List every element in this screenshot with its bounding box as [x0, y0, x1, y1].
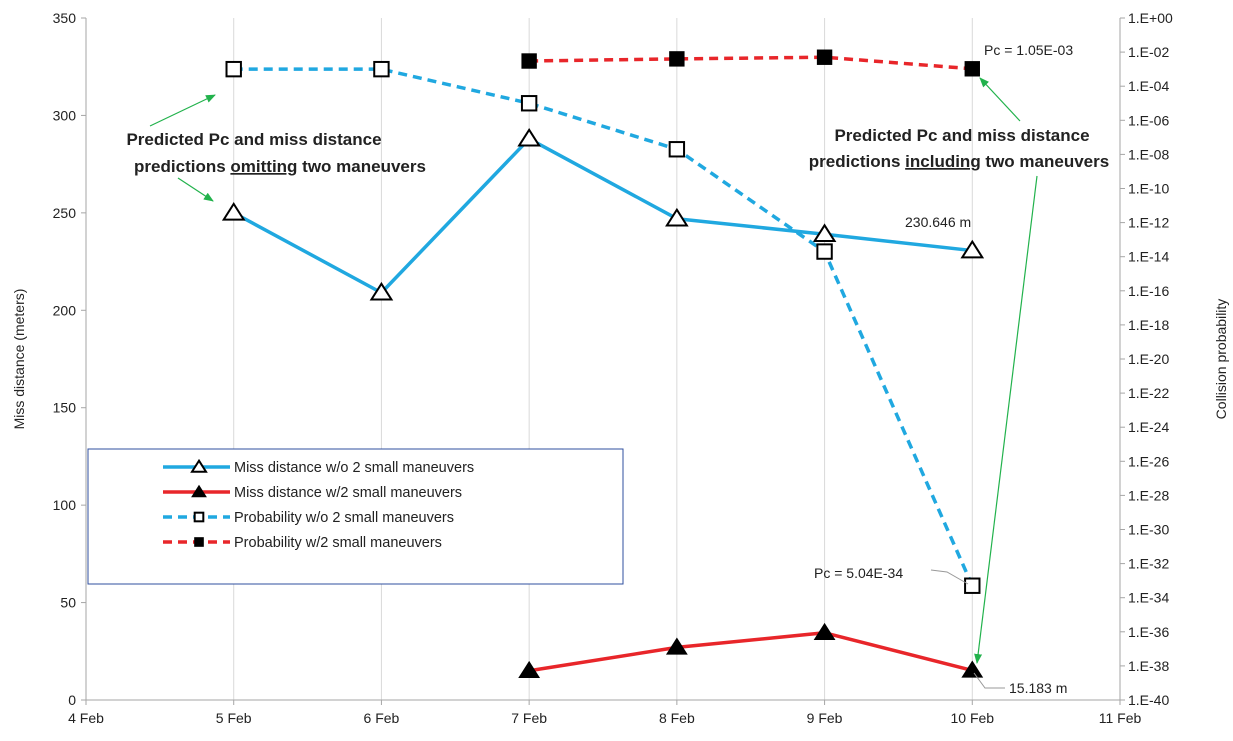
- series-line-1: [528, 631, 973, 673]
- y2-tick-label: 1.E-38: [1128, 658, 1169, 674]
- arrow-including-prob: [979, 77, 1021, 122]
- series-2-point: [816, 243, 833, 260]
- x-tick-label: 10 Feb: [950, 710, 994, 726]
- y2-tick-label: 1.E-16: [1128, 283, 1169, 299]
- arrow-including-miss: [974, 175, 1038, 664]
- series-2-point: [964, 577, 981, 594]
- legend-label-0: Miss distance w/o 2 small maneuvers: [234, 460, 474, 476]
- series-2-point: [668, 141, 686, 158]
- series-1-point: [813, 622, 836, 641]
- legend-marker-1: [191, 484, 207, 498]
- series-2-point: [520, 95, 538, 112]
- y-tick-label: 300: [53, 107, 77, 123]
- legend-box: [87, 448, 624, 585]
- y-tick-label: 250: [53, 205, 77, 221]
- y2-axis-title: Collision probability: [1213, 299, 1229, 420]
- leader-pc-final-wo: [930, 569, 969, 585]
- y-tick-label: 50: [60, 595, 76, 611]
- label-miss-final-w: 15.183 m: [1009, 680, 1067, 696]
- y-tick-label: 0: [68, 692, 76, 708]
- x-tick-label: 6 Feb: [364, 710, 400, 726]
- series-line-2: [233, 67, 974, 587]
- label-miss-final-wo: 230.646 m: [905, 214, 971, 230]
- y2-tick-label: 1.E-22: [1128, 385, 1169, 401]
- y2-tick-label: 1.E-30: [1128, 522, 1169, 538]
- y2-tick-label: 1.E-36: [1128, 624, 1169, 640]
- series-line-3: [529, 55, 973, 71]
- y2-tick-label: 1.E-20: [1128, 351, 1169, 367]
- series-3-point: [964, 61, 980, 77]
- legend-label-1: Miss distance w/2 small maneuvers: [234, 485, 462, 501]
- series-0-point: [369, 281, 394, 301]
- y-axis-title: Miss distance (meters): [11, 289, 27, 430]
- series-2-point: [225, 60, 242, 78]
- series-0-point: [221, 201, 246, 221]
- y2-tick-label: 1.E-32: [1128, 556, 1169, 572]
- y-tick-label: 350: [53, 10, 77, 26]
- leader-miss-final-w: [973, 672, 1005, 689]
- annotation-omitting-line1: Predicted Pc and miss distance: [126, 130, 381, 149]
- x-tick-label: 4 Feb: [68, 710, 104, 726]
- series-2-point: [373, 60, 390, 78]
- legend: Miss distance w/o 2 small maneuvers Miss …: [87, 448, 624, 585]
- series-line-0: [232, 137, 973, 295]
- legend-marker-2: [193, 511, 205, 523]
- y2-tick-label: 1.E-26: [1128, 453, 1169, 469]
- y-tick-label: 150: [53, 400, 77, 416]
- y2-tick-label: 1.E-10: [1128, 181, 1169, 197]
- series-0-point: [517, 127, 541, 147]
- series-0-point: [960, 239, 985, 259]
- y2-tick-label: 1.E-14: [1128, 249, 1169, 265]
- series-3-point: [669, 51, 685, 67]
- x-tick-label: 11 Feb: [1099, 710, 1142, 726]
- y-tick-label: 100: [53, 497, 77, 513]
- series-3-point: [521, 53, 537, 69]
- annotation-including-line2: predictions including two maneuvers: [809, 152, 1109, 171]
- y-tick-label: 200: [53, 302, 77, 318]
- y2-tick-label: 1.E+00: [1128, 10, 1173, 26]
- label-pc-final-wo: Pc = 5.04E-34: [814, 565, 903, 581]
- y2-tick-label: 1.E-34: [1128, 590, 1169, 606]
- annotation-including-line1: Predicted Pc and miss distance: [834, 126, 1089, 145]
- x-tick-label: 8 Feb: [659, 710, 695, 726]
- legend-label-3: Probability w/2 small maneuvers: [234, 535, 442, 551]
- y2-tick-label: 1.E-40: [1128, 692, 1169, 708]
- series-1-point: [665, 637, 688, 655]
- y2-tick-label: 1.E-28: [1128, 487, 1169, 503]
- y2-tick-label: 1.E-24: [1128, 419, 1169, 435]
- y2-tick-label: 1.E-18: [1128, 317, 1169, 333]
- series-0-point: [665, 207, 689, 227]
- legend-label-2: Probability w/o 2 small maneuvers: [234, 510, 454, 526]
- y2-tick-label: 1.E-08: [1128, 146, 1169, 162]
- x-tick-label: 5 Feb: [216, 710, 252, 726]
- series-3-point: [816, 49, 833, 65]
- y2-tick-label: 1.E-12: [1128, 215, 1169, 231]
- series-0-point: [812, 223, 837, 243]
- y2-tick-label: 1.E-06: [1128, 112, 1169, 128]
- x-tick-label: 7 Feb: [511, 710, 547, 726]
- annotation-omitting-line2: predictions omitting two maneuvers: [134, 157, 426, 176]
- series-1-point: [961, 660, 984, 678]
- arrow-omitting-miss: [177, 177, 214, 202]
- legend-marker-0: [190, 458, 208, 473]
- legend-marker-3: [194, 537, 204, 547]
- y2-tick-label: 1.E-02: [1128, 44, 1169, 60]
- series-1-point: [518, 660, 541, 679]
- label-pc-final-w: Pc = 1.05E-03: [984, 42, 1073, 58]
- arrow-omitting-prob: [149, 94, 216, 127]
- y2-tick-label: 1.E-04: [1128, 78, 1169, 94]
- x-tick-label: 9 Feb: [807, 710, 843, 726]
